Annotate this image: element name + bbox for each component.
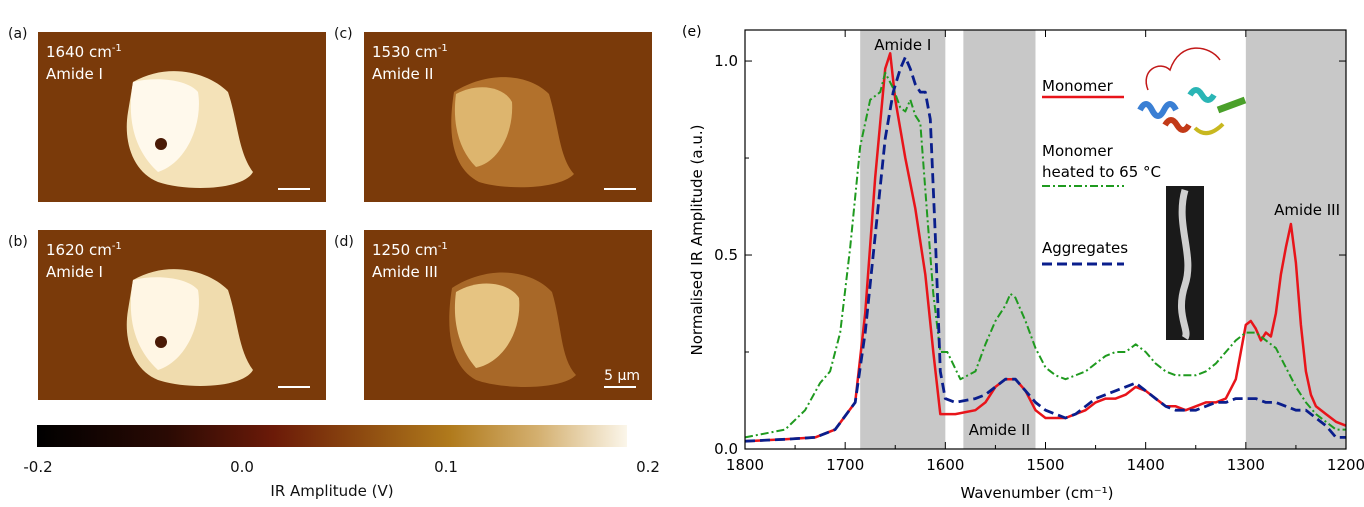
afm-map-d	[449, 272, 576, 387]
afm-map-b	[126, 269, 253, 386]
y-axis-label: Normalised IR Amplitude (a.u.)	[688, 125, 706, 356]
afm-image-b: 1620 cm-1 Amide I	[38, 230, 326, 400]
afm-image-d: 1250 cm-1 Amide III 5 µm	[364, 230, 652, 400]
colorbar-tick: 0.0	[230, 458, 254, 476]
ir-spectrum-chart: Amide I Amide II Amide III 1800 1700 1600 150…	[682, 24, 1364, 502]
panel-letter-b: (b)	[8, 234, 28, 250]
legend-label-heated-1: Monomer	[1042, 142, 1114, 160]
legend: Monomer Monomer heated to 65 °C Aggregat…	[1042, 77, 1161, 266]
x-tick-label: 1800	[726, 456, 764, 474]
x-axis-label: Wavenumber (cm⁻¹)	[961, 484, 1114, 502]
scale-bar	[278, 188, 310, 190]
y-tick-label: 0.0	[714, 440, 738, 458]
panel-letter-c: (c)	[334, 26, 353, 42]
label-d: 1250 cm-1 Amide III	[372, 241, 448, 281]
x-tick-label: 1200	[1327, 456, 1364, 474]
label-a: 1640 cm-1 Amide I	[46, 43, 122, 83]
colorbar-tick: 0.2	[636, 458, 660, 476]
protein-structure-inset	[1137, 47, 1247, 136]
y-tick-label: 0.5	[714, 246, 738, 264]
scale-bar-label: 5 µm	[604, 368, 640, 384]
band-2	[1245, 30, 1346, 449]
band-label-1: Amide II	[969, 421, 1030, 439]
series-line-solid	[744, 52, 1347, 443]
x-tick-label: 1700	[826, 456, 864, 474]
afm-image-c: 1530 cm-1 Amide II	[364, 32, 652, 202]
fibril-image-inset	[1166, 186, 1204, 340]
label-b: 1620 cm-1 Amide I	[46, 241, 122, 281]
colorbar	[37, 425, 627, 447]
y-tick-label: 1.0	[714, 52, 738, 70]
panel-letter-a: (a)	[8, 26, 28, 42]
colorbar-tick: 0.1	[434, 458, 458, 476]
x-tick-label: 1300	[1227, 456, 1265, 474]
afm-map-a	[126, 71, 253, 188]
panel-letter-e: (e)	[682, 24, 702, 40]
legend-label-aggregates: Aggregates	[1042, 239, 1128, 257]
afm-image-a: 1640 cm-1 Amide I	[38, 32, 326, 202]
band-label-2: Amide III	[1274, 201, 1340, 219]
band-0	[860, 30, 946, 449]
x-tick-label: 1400	[1127, 456, 1165, 474]
legend-label-heated-2: heated to 65 °C	[1042, 163, 1161, 181]
colorbar-tick: -0.2	[23, 458, 53, 476]
band-label-0: Amide I	[874, 36, 931, 54]
scale-bar	[604, 386, 636, 388]
label-c: 1530 cm-1 Amide II	[372, 43, 448, 83]
legend-label-monomer: Monomer	[1042, 77, 1114, 95]
series-line-dashdot	[744, 71, 1346, 439]
x-tick-label: 1600	[926, 456, 964, 474]
series-line-dashed	[744, 55, 1346, 443]
panel-letter-d: (d)	[334, 234, 354, 250]
band-1	[963, 30, 1036, 449]
x-tick-label: 1500	[1026, 456, 1064, 474]
colorbar-label: IR Amplitude (V)	[270, 482, 394, 500]
afm-map-c	[451, 77, 574, 188]
scale-bar	[604, 188, 636, 190]
scale-bar	[278, 386, 310, 388]
